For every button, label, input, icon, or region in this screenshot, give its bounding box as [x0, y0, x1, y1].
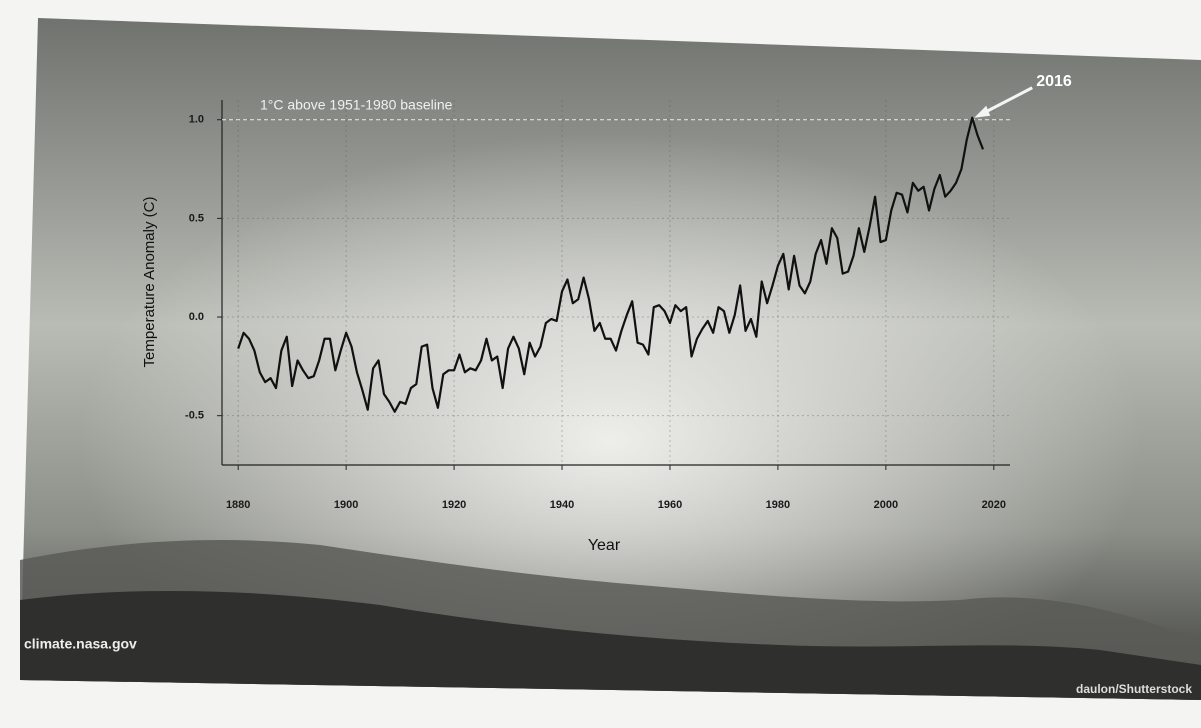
x-tick-label: 1900: [334, 499, 358, 511]
x-tick-label: 1920: [442, 499, 466, 511]
x-tick-label: 1940: [550, 499, 574, 511]
x-tick-label: 2000: [874, 499, 898, 511]
x-tick-label: 1880: [226, 499, 250, 511]
page: climate.nasa.gov daulon/Shutterstock Yea…: [0, 0, 1201, 728]
credit-label: daulon/Shutterstock: [1076, 682, 1192, 696]
y-tick-label: 1.0: [189, 114, 204, 126]
x-tick-label: 2020: [982, 499, 1006, 511]
baseline-label: 1°C above 1951-1980 baseline: [260, 96, 453, 112]
x-tick-label: 1960: [658, 499, 682, 511]
y-tick-label: 0.0: [189, 311, 204, 323]
x-axis-title: Year: [588, 537, 621, 554]
source-label: climate.nasa.gov: [24, 636, 137, 652]
annotation-label: 2016: [1036, 73, 1072, 90]
y-axis-title: Temperature Anomaly (C): [141, 197, 158, 368]
chart: climate.nasa.gov daulon/Shutterstock Yea…: [0, 0, 1201, 728]
y-tick-label: 0.5: [189, 212, 204, 224]
x-tick-label: 1980: [766, 499, 790, 511]
y-tick-label: -0.5: [185, 410, 204, 422]
